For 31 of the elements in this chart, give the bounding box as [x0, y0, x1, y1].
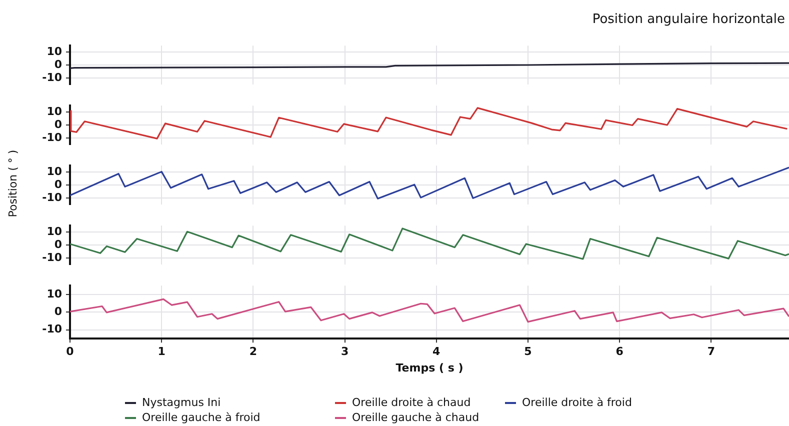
legend-label: Nystagmus Ini: [142, 396, 221, 409]
y-tick-label: -10: [42, 70, 62, 84]
legend-label: Oreille droite à chaud: [352, 396, 471, 409]
y-tick-label: 10: [46, 287, 62, 300]
x-tick-label: 6: [616, 345, 624, 358]
y-tick-label: 0: [54, 118, 62, 131]
x-tick-label: 7: [707, 345, 715, 358]
y-axis-title: Position ( ° ): [6, 148, 20, 220]
x-axis-title: Temps ( s ): [396, 361, 464, 374]
y-tick-label: 10: [46, 44, 62, 58]
legend-label: Oreille gauche à froid: [142, 411, 260, 424]
legend-label: Oreille droite à froid: [522, 396, 632, 409]
x-tick-label: 3: [340, 345, 349, 358]
y-tick-label: -10: [42, 322, 62, 336]
x-tick-label: 1: [158, 345, 166, 358]
y-tick-label: 10: [46, 164, 62, 178]
y-tick-label: 0: [54, 304, 62, 318]
x-tick-label: 2: [249, 345, 258, 358]
chart-title: Position angulaire horizontale: [592, 12, 785, 27]
y-tick-label: 10: [46, 224, 62, 238]
y-tick-label: 0: [54, 58, 62, 71]
y-tick-label: 0: [54, 238, 62, 251]
y-tick-label: 0: [54, 178, 62, 191]
y-tick-label: -10: [42, 130, 62, 144]
x-tick-label: 4: [432, 345, 441, 358]
x-tick-label: 0: [66, 345, 74, 358]
y-tick-label: 10: [46, 104, 62, 118]
legend-label: Oreille gauche à chaud: [352, 411, 480, 424]
y-tick-label: -10: [42, 250, 62, 264]
y-tick-label: -10: [42, 190, 62, 204]
x-tick-label: 5: [524, 345, 532, 358]
